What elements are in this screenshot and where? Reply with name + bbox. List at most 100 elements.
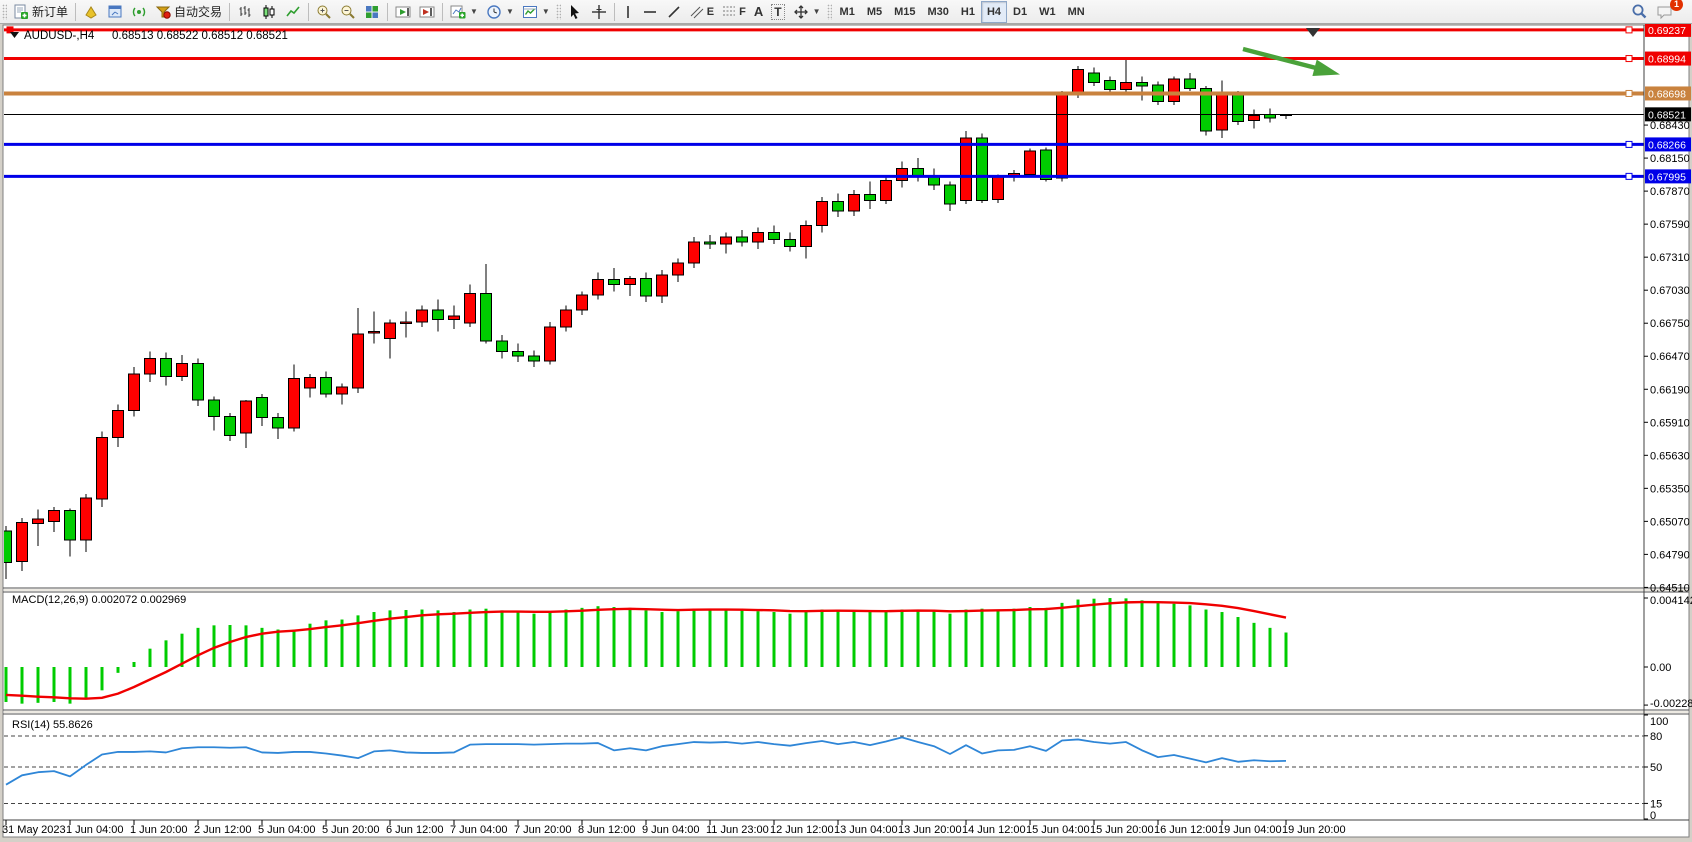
arrow-head (1312, 59, 1340, 76)
macd-bar (1220, 612, 1224, 667)
level-handle[interactable] (1625, 89, 1633, 97)
price-tag-label: 0.69237 (1648, 25, 1686, 37)
bull-candle (816, 201, 828, 226)
time-tick-label: 5 Jun 20:00 (322, 824, 380, 836)
bull-candle (880, 180, 892, 202)
bull-candle (448, 315, 460, 321)
bull-candle (1248, 115, 1260, 121)
toolbar-grip[interactable] (555, 3, 561, 20)
profiles-button[interactable] (79, 1, 103, 23)
price-tick-label: 0.67310 (1650, 252, 1690, 264)
macd-bar (884, 611, 888, 667)
bull-candle (592, 279, 604, 296)
price-tag-label: 0.68994 (1648, 54, 1686, 66)
macd-bar (772, 612, 776, 667)
bear-candle (480, 293, 492, 342)
time-tick-label: 6 Jun 12:00 (386, 824, 444, 836)
bull-candle (112, 409, 124, 439)
notification-badge: 1 (1670, 0, 1683, 11)
chat-button[interactable]: 1 (1652, 0, 1683, 23)
timeframe-d1-button[interactable]: D1 (1013, 5, 1028, 18)
arrows-button[interactable]: ▼ (789, 1, 825, 23)
channel-letter: E (706, 5, 715, 18)
line-chart-button[interactable] (281, 1, 305, 23)
periods-button[interactable]: ▼ (482, 1, 518, 23)
text-button[interactable]: A (750, 1, 767, 23)
timeframe-w1-button[interactable]: W1 (1039, 5, 1056, 18)
level-handle[interactable] (6, 26, 14, 34)
zoom-in-button[interactable] (312, 1, 336, 23)
chart-shift-button[interactable] (415, 1, 439, 23)
trendline-button[interactable] (662, 1, 686, 23)
bar-chart-button[interactable] (233, 1, 257, 23)
macd-bar (276, 629, 280, 667)
zoom-in-icon (316, 4, 332, 20)
level-handle[interactable] (1625, 172, 1633, 180)
chart-window-button[interactable] (103, 1, 127, 23)
pane-splitter[interactable] (4, 589, 1688, 591)
bar-chart-icon (237, 4, 253, 20)
fibonacci-button[interactable]: F (718, 1, 750, 23)
dropdown-caret: ▼ (470, 7, 478, 16)
time-tick-label: 11 Jun 23:00 (706, 824, 769, 836)
auto-trading-button[interactable]: 自动交易 (151, 1, 226, 23)
toolbar-grip[interactable] (2, 3, 7, 20)
timeframe-h4-button[interactable]: H4 (980, 0, 1008, 23)
bull-candle (992, 176, 1004, 200)
auto-scroll-button[interactable] (391, 1, 415, 23)
level-line-0.68994[interactable] (4, 55, 1644, 63)
time-tick-label: 19 Jun 20:00 (1282, 824, 1346, 836)
time-tick-label: 19 Jun 04:00 (1218, 824, 1282, 836)
macd-bar (100, 667, 104, 691)
level-line-0.68266[interactable] (4, 140, 1644, 148)
macd-bar (612, 607, 616, 667)
bull-candle (32, 518, 44, 525)
chart-menu-icon[interactable] (10, 32, 19, 38)
time-tick-label: 15 Jun 20:00 (1090, 824, 1154, 836)
signals-button[interactable] (127, 1, 151, 23)
search-button[interactable] (1627, 1, 1652, 23)
equidistant-channel-button[interactable]: E (686, 1, 718, 23)
price-tag-label: 0.67995 (1648, 171, 1686, 183)
bear-candle (736, 236, 748, 243)
toolbar-grip[interactable] (826, 3, 832, 20)
timeframe-m30-button[interactable]: M30 (927, 5, 949, 18)
candlestick-chart-icon (261, 4, 277, 20)
horizontal-line-button[interactable] (638, 1, 662, 23)
timeframe-h1-button[interactable]: H1 (960, 5, 975, 18)
timeframe-m15-button[interactable]: M15 (894, 5, 916, 18)
fibonacci-icon (722, 4, 736, 20)
pane-splitter[interactable] (4, 711, 1688, 713)
bull-candle (960, 137, 972, 202)
bull-candle (1120, 82, 1132, 91)
new-order-label: 新订单 (32, 5, 69, 19)
indicators-button[interactable]: ▼ (446, 1, 482, 23)
level-line-0.67995[interactable] (4, 172, 1644, 180)
vertical-line-button[interactable] (618, 1, 638, 23)
level-line-0.68698[interactable] (4, 89, 1644, 97)
level-handle[interactable] (1625, 55, 1633, 63)
arrow-annotation[interactable] (1242, 46, 1340, 76)
templates-button[interactable]: ▼ (518, 1, 554, 23)
arrows-icon (793, 4, 809, 20)
periods-clock-icon (486, 4, 502, 20)
level-handle[interactable] (1625, 140, 1633, 148)
bull-candle (288, 378, 300, 429)
level-line-0.69237[interactable] (4, 26, 1644, 34)
timeframe-mn-button[interactable]: MN (1067, 5, 1085, 18)
candlestick-chart-button[interactable] (257, 1, 281, 23)
macd-bar (1044, 607, 1048, 667)
new-order-button[interactable]: 新订单 (9, 1, 72, 23)
bull-candle (1072, 69, 1084, 94)
chart-shift-marker[interactable] (1306, 28, 1320, 37)
text-label-button[interactable]: T (767, 1, 788, 23)
tile-windows-button[interactable] (360, 1, 384, 23)
zoom-out-button[interactable] (336, 1, 360, 23)
timeframe-m1-button[interactable]: M1 (839, 5, 855, 18)
cursor-button[interactable] (563, 1, 587, 23)
crosshair-button[interactable] (587, 1, 611, 23)
level-handle[interactable] (1625, 26, 1633, 34)
macd-bar (948, 613, 952, 667)
timeframe-m5-button[interactable]: M5 (866, 5, 883, 18)
chart-canvas[interactable]: AUDUSD-,H4 0.68513 0.68522 0.68512 0.6852… (0, 22, 1692, 842)
